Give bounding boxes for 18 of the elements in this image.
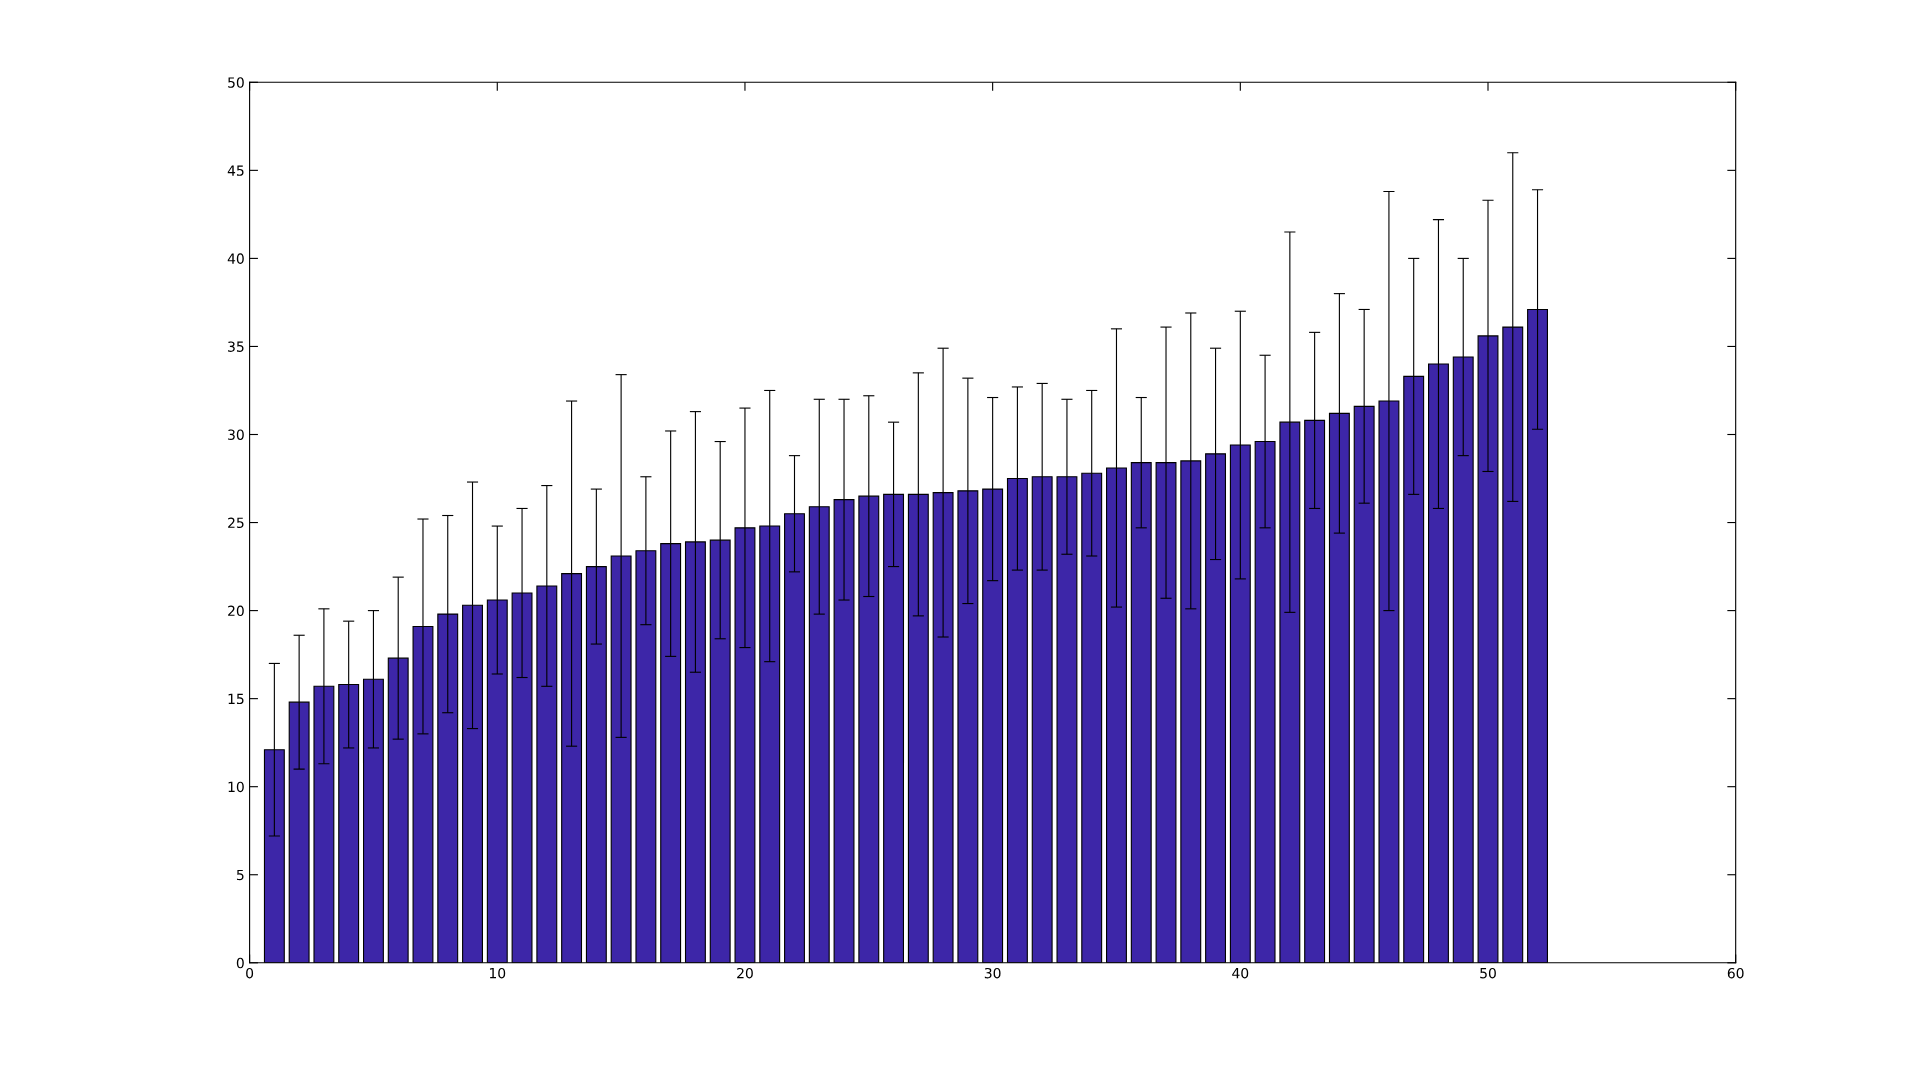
x-tick-label: 10 [489,967,506,979]
x-tick-label: 20 [737,967,753,979]
y-tick-label: 5 [236,869,244,881]
y-tick-label: 30 [228,429,244,440]
y-tick-label: 50 [228,77,244,88]
y-tick-label: 40 [227,253,244,264]
y-tick-label: 15 [228,693,244,705]
y-tick-label: 25 [228,517,244,529]
y-tick-label: 45 [227,165,244,176]
x-tick-label: 40 [1232,967,1249,979]
y-tick-label: 10 [228,781,244,793]
x-tick-label: 0 [246,967,254,979]
x-tick-label: 60 [1727,967,1744,979]
y-tick-label: 35 [228,341,244,352]
y-tick-label: 20 [228,605,244,617]
x-tick-label: 50 [1480,967,1496,979]
x-tick-label: 30 [984,967,1001,979]
y-tick-label: 0 [236,957,244,969]
